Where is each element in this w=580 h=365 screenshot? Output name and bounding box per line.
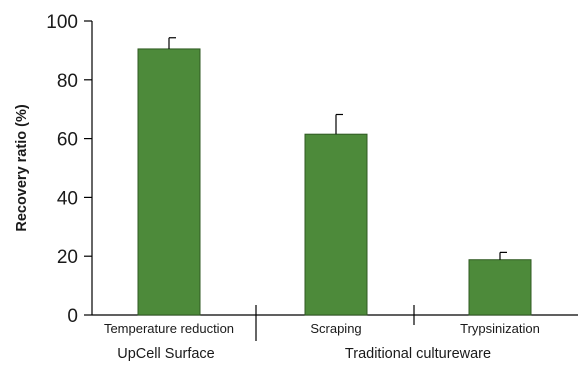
bar: [304, 133, 368, 316]
category-labels: Temperature reduction Scraping Trypsinizat…: [104, 321, 540, 362]
y-axis-title: Recovery ratio (%): [14, 104, 30, 231]
y-axis: 0 20 40 60 80 100: [46, 12, 93, 327]
bar: [468, 259, 532, 316]
y-tick-label: 40: [57, 188, 78, 209]
group-label: Traditional cultureware: [345, 346, 491, 362]
category-label: Temperature reduction: [104, 321, 234, 336]
y-tick-label: 0: [67, 306, 78, 327]
category-label: Trypsinization: [460, 321, 540, 336]
y-tick-label: 80: [57, 71, 78, 92]
y-tick-label: 100: [46, 12, 78, 33]
y-tick-label: 20: [57, 247, 78, 268]
y-tick-label: 60: [57, 130, 78, 151]
bars: [137, 37, 532, 316]
bar: [137, 48, 201, 316]
category-label: Scraping: [310, 321, 361, 336]
group-label: UpCell Surface: [117, 346, 215, 362]
